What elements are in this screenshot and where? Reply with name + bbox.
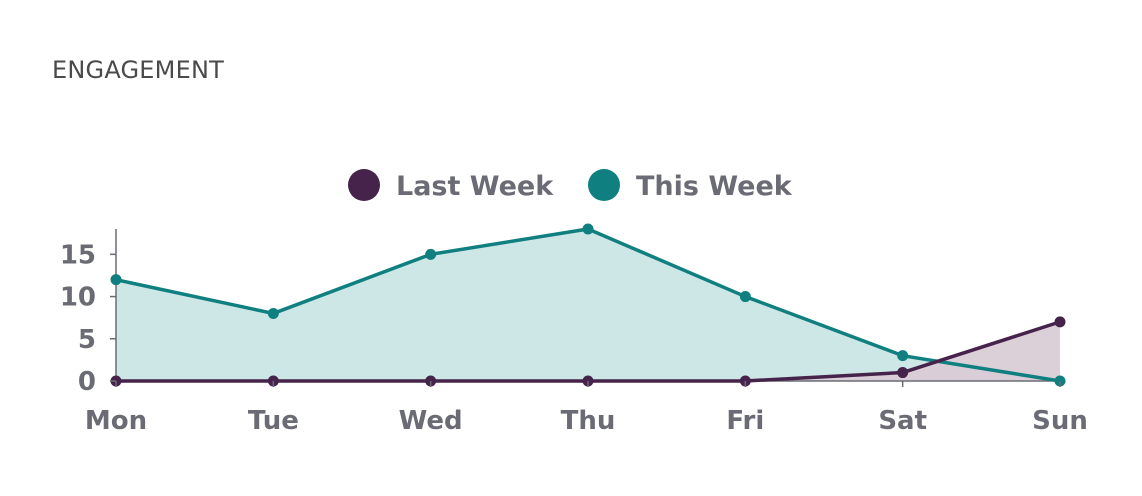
x-ticks: Mon Tue Wed Thu Fri Sat Sun xyxy=(85,381,1088,436)
point-this-week-tue xyxy=(267,307,279,319)
x-tick-label-sun: Sun xyxy=(1032,406,1088,436)
point-this-week-fri xyxy=(739,291,751,303)
point-this-week-wed xyxy=(425,248,437,260)
page-title: ENGAGEMENT xyxy=(52,56,224,84)
legend-label-last-week: Last Week xyxy=(396,171,554,202)
point-this-week-sat xyxy=(897,350,909,362)
x-tick-label-mon: Mon xyxy=(85,406,147,436)
y-tick-label: 10 xyxy=(60,283,96,313)
point-last-week-sun xyxy=(1054,316,1066,328)
area-this-week xyxy=(116,229,1060,381)
legend: Last Week This Week xyxy=(348,169,793,202)
x-tick-label-fri: Fri xyxy=(726,406,764,436)
x-tick-label-wed: Wed xyxy=(399,406,463,436)
y-tick-label: 0 xyxy=(78,367,96,397)
series-points xyxy=(110,223,1066,387)
x-tick-label-tue: Tue xyxy=(248,406,299,436)
legend-label-this-week: This Week xyxy=(636,171,793,202)
legend-marker-this-week xyxy=(588,169,620,201)
y-tick-label: 15 xyxy=(60,240,96,270)
y-tick-label: 5 xyxy=(78,325,96,355)
series-areas xyxy=(116,229,1060,381)
x-tick-label-sat: Sat xyxy=(878,406,927,436)
x-tick-label-thu: Thu xyxy=(561,406,616,436)
point-this-week-mon xyxy=(110,274,122,286)
point-last-week-sat xyxy=(897,367,909,379)
legend-marker-last-week xyxy=(348,169,380,201)
y-ticks: 0 5 10 15 xyxy=(60,240,116,397)
point-this-week-thu xyxy=(582,223,594,235)
area-last-week xyxy=(116,321,1060,381)
